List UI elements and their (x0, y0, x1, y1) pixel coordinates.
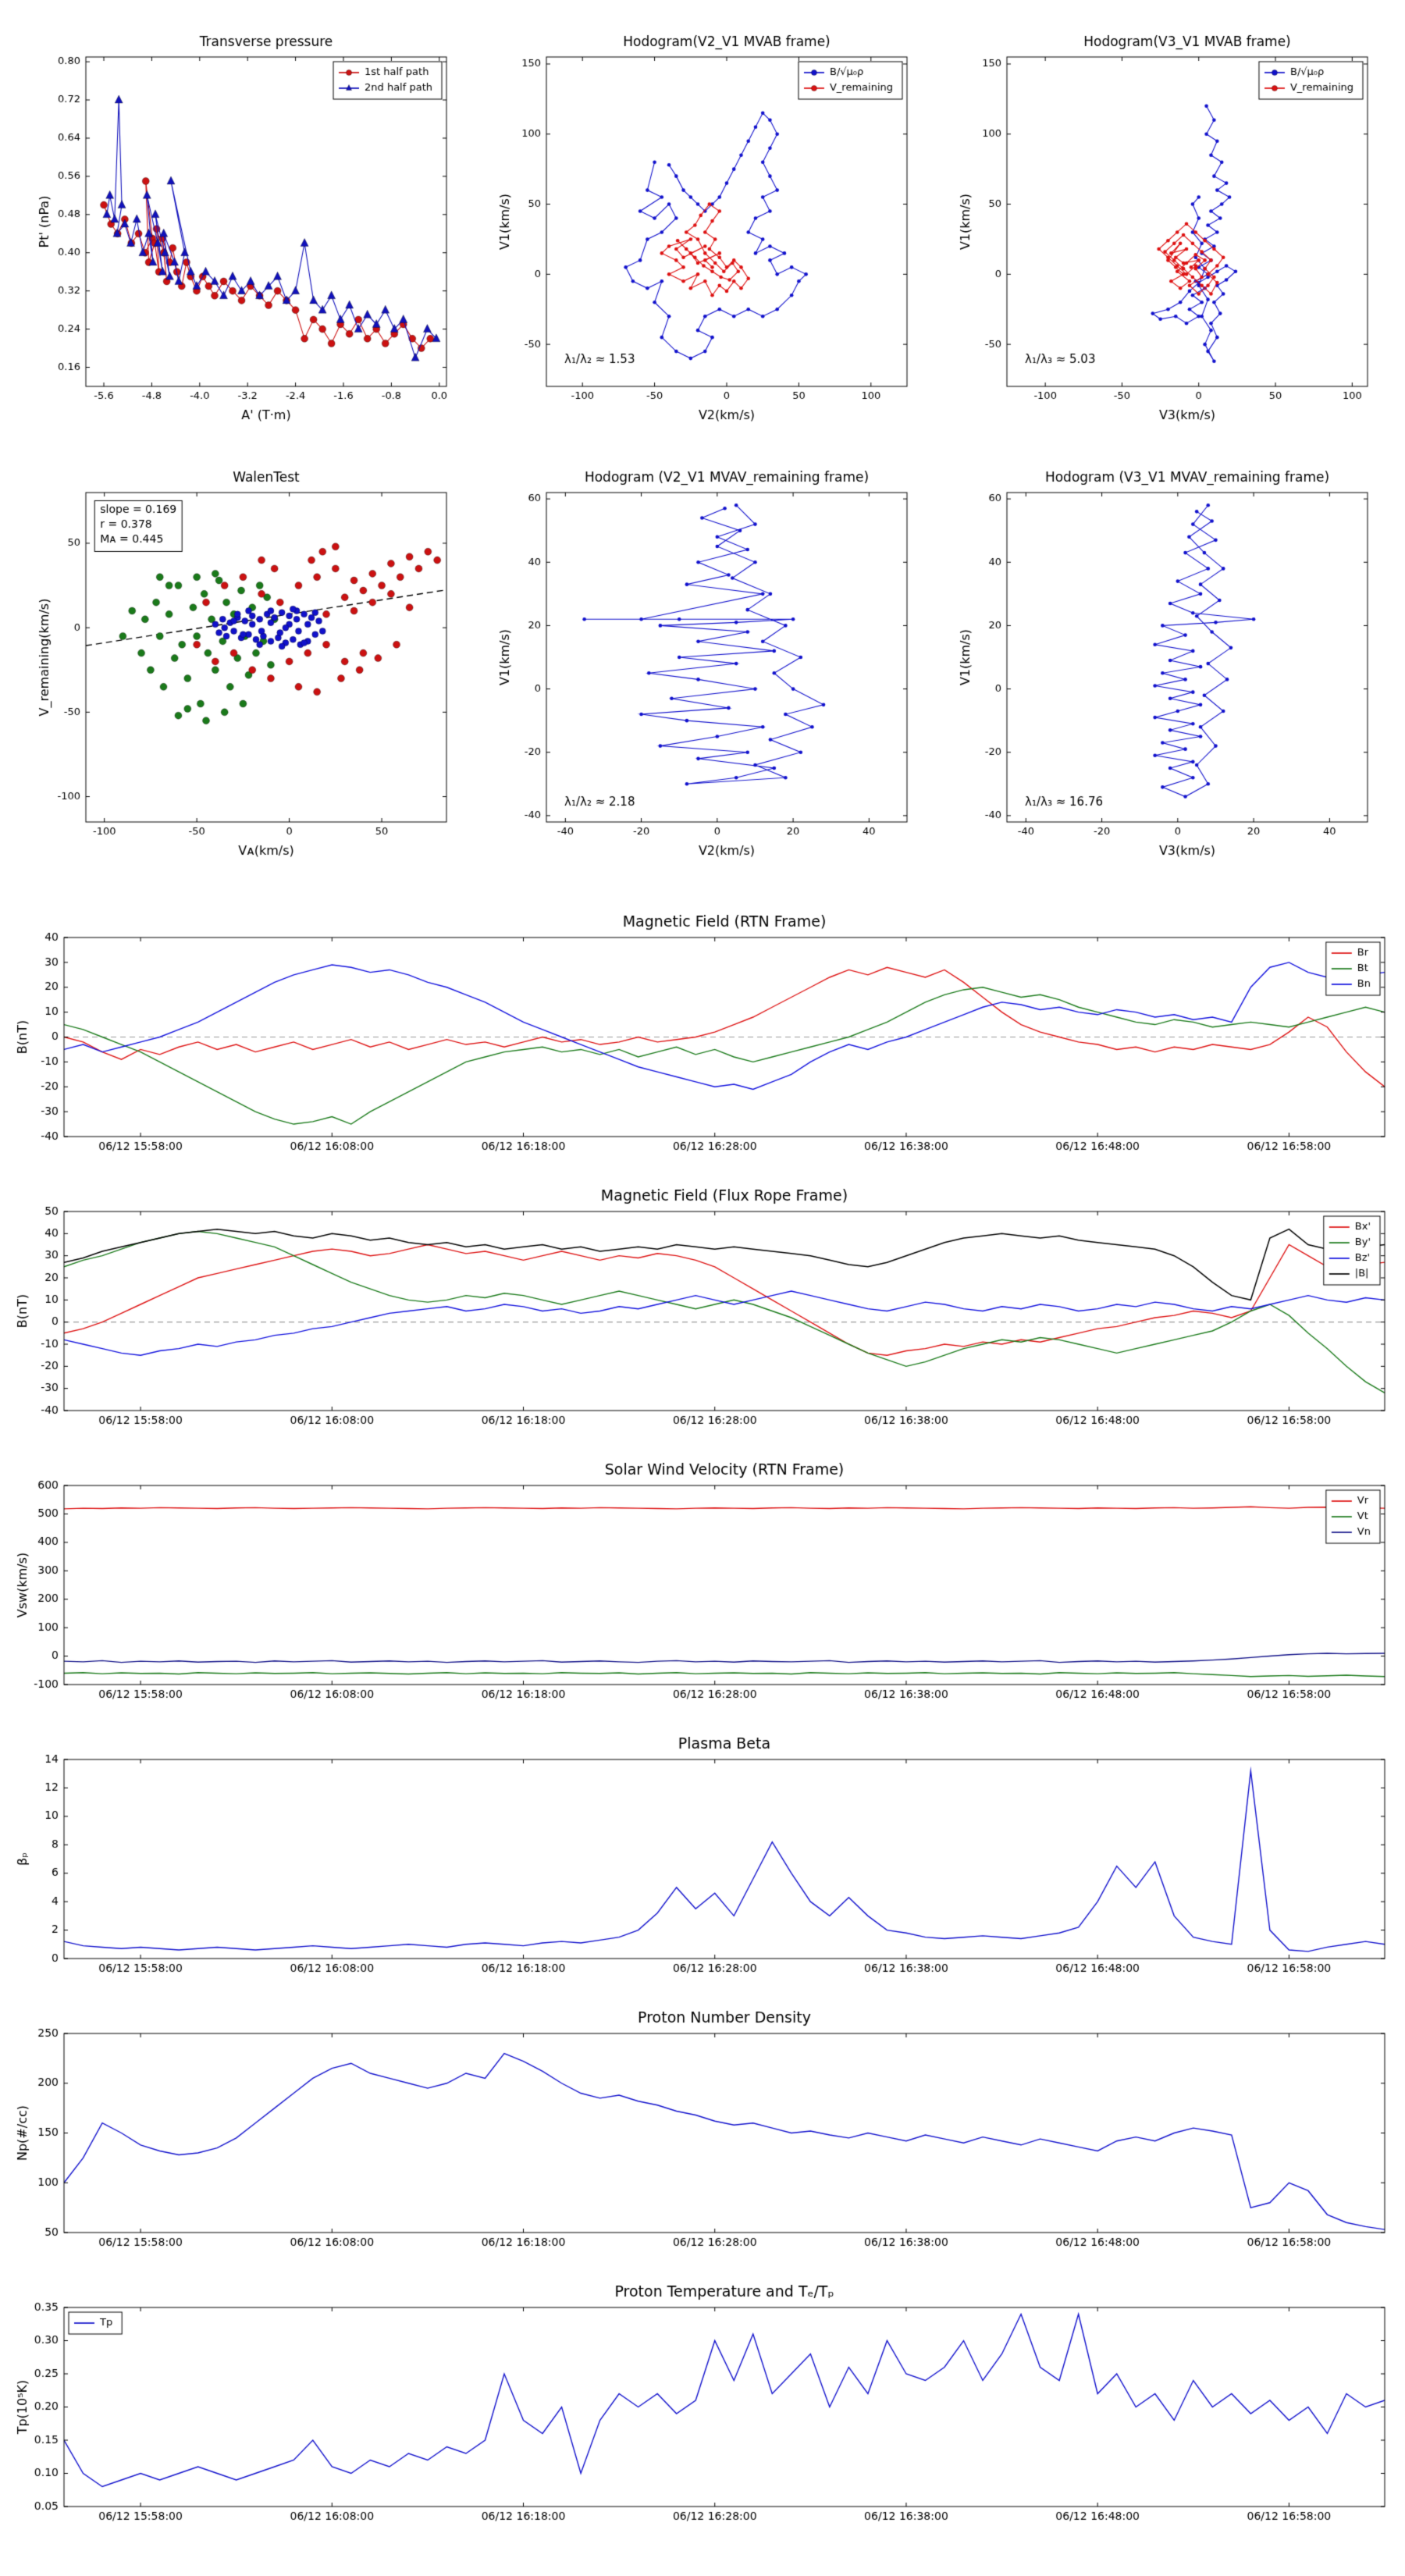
chart-solar-wind-velocity (8, 1456, 1397, 1725)
chart-hodogram-v3v1-mvab (944, 20, 1382, 441)
chart-hodogram-v2v1-mvab (484, 20, 921, 441)
chart-magnetic-field-fluxrope (8, 1182, 1397, 1451)
chart-transverse-pressure (23, 20, 461, 441)
chart-proton-temperature (8, 2278, 1397, 2547)
chart-proton-number-density (8, 2004, 1397, 2273)
chart-hodogram-v3v1-mvav (944, 455, 1382, 877)
chart-plasma-beta (8, 1730, 1397, 1999)
chart-hodogram-v2v1-mvav (484, 455, 921, 877)
top-row-1 (0, 20, 1405, 441)
timeseries-column (0, 908, 1405, 2547)
chart-magnetic-field-rtn (8, 908, 1397, 1177)
chart-walen-test (23, 455, 461, 877)
top-row-2 (0, 455, 1405, 877)
